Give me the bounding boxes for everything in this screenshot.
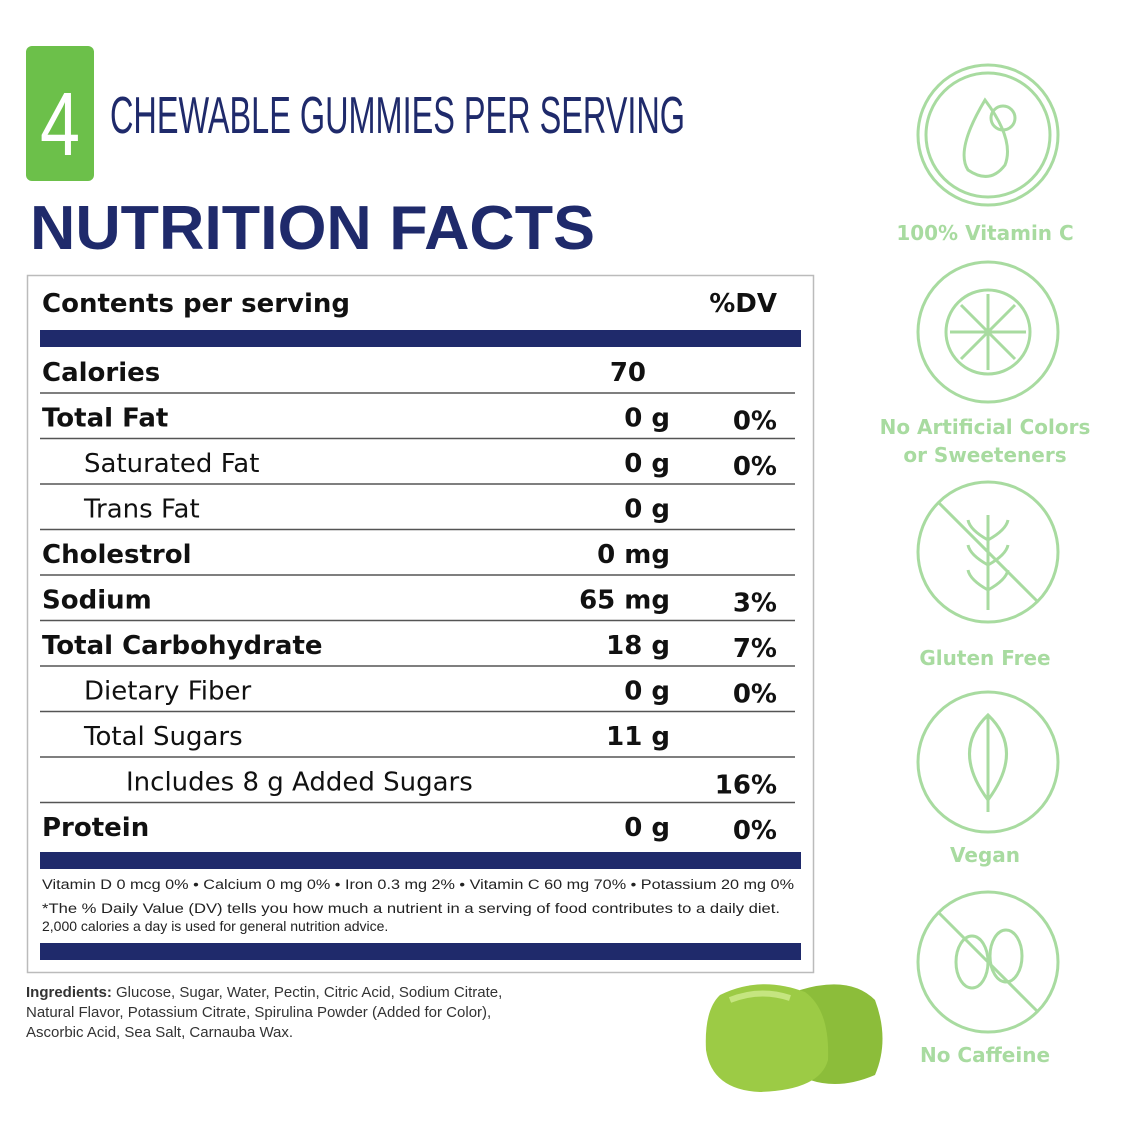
row-label: Sodium — [42, 586, 152, 616]
rows: Calories 70 Total Fat 0 g 0% Saturated Fat 0 g… — [40, 358, 795, 846]
row-dv: 7% — [733, 634, 777, 664]
title: NUTRITION FACTS — [30, 194, 595, 263]
ingredients-line: Natural Flavor, Potassium Citrate, Spiru… — [26, 1004, 491, 1021]
row-label: Cholestrol — [42, 540, 192, 570]
ingredients: Ingredients: Glucose, Sugar, Water, Pect… — [26, 984, 502, 1001]
badges: 100% Vitamin C No Artificial Colors or Swe… — [880, 221, 1091, 1067]
table-frame — [26, 274, 815, 974]
header-dv: %DV — [709, 289, 777, 319]
row-label: Total Carbohydrate — [42, 631, 323, 661]
row-dv: 16% — [715, 771, 777, 801]
rule-bar — [40, 852, 801, 869]
row-label: Trans Fat — [83, 495, 200, 525]
row-dv: 0% — [733, 680, 777, 710]
footnote: *The % Daily Value (DV) tells you how mu… — [42, 900, 780, 916]
row-label: Includes 8 g Added Sugars — [126, 768, 473, 798]
footnote: 2,000 calories a day is used for general… — [42, 918, 388, 934]
row-label: Calories — [42, 358, 160, 388]
vitamins: Vitamin D 0 mcg 0% • Calcium 0 mg 0% • I… — [42, 877, 794, 892]
row-amount: 70 — [610, 358, 646, 388]
row-label: Total Fat — [42, 404, 168, 434]
row-amount: 65 mg — [579, 586, 670, 616]
badge-label: Gluten Free — [919, 646, 1050, 670]
header-label: Contents per serving — [42, 289, 350, 319]
badge-number: 4 — [40, 75, 80, 175]
gummies — [705, 984, 883, 1092]
row-amount: 0 g — [624, 449, 670, 479]
ingredients-line: Glucose, Sugar, Water, Pectin, Citric Ac… — [116, 984, 502, 1001]
row-label: Dietary Fiber — [84, 677, 251, 707]
badge-text: CHEWABLE GUMMIES PER SERVING — [110, 87, 685, 145]
badge-label: No Artificial Colors — [880, 415, 1091, 439]
row-label: Total Sugars — [83, 722, 243, 752]
row-amount: 0 g — [624, 813, 670, 843]
row-amount: 0 mg — [597, 540, 670, 570]
row-label: Saturated Fat — [84, 449, 259, 479]
row-amount: 0 g — [624, 677, 670, 707]
badge-box — [26, 46, 94, 181]
rule-bar — [40, 330, 801, 347]
row-dv: 3% — [733, 589, 777, 619]
row-dv: 0% — [733, 452, 777, 482]
row-amount: 0 g — [624, 404, 670, 434]
row-dv: 0% — [733, 816, 777, 846]
row-amount: 11 g — [606, 722, 670, 752]
row-amount: 18 g — [606, 631, 670, 661]
ingredients-label: Ingredients: — [26, 984, 112, 1001]
badge-label: Vegan — [950, 843, 1020, 867]
badge-label: or Sweeteners — [903, 443, 1066, 467]
row-dv: 0% — [733, 407, 777, 437]
badge-label: 100% Vitamin C — [896, 221, 1073, 245]
rule-bar — [40, 943, 801, 960]
row-amount: 0 g — [624, 495, 670, 525]
ingredients-line: Ascorbic Acid, Sea Salt, Carnauba Wax. — [26, 1024, 293, 1041]
row-label: Protein — [42, 813, 149, 843]
icons — [916, 63, 1060, 1034]
badge-label: No Caffeine — [920, 1043, 1050, 1067]
